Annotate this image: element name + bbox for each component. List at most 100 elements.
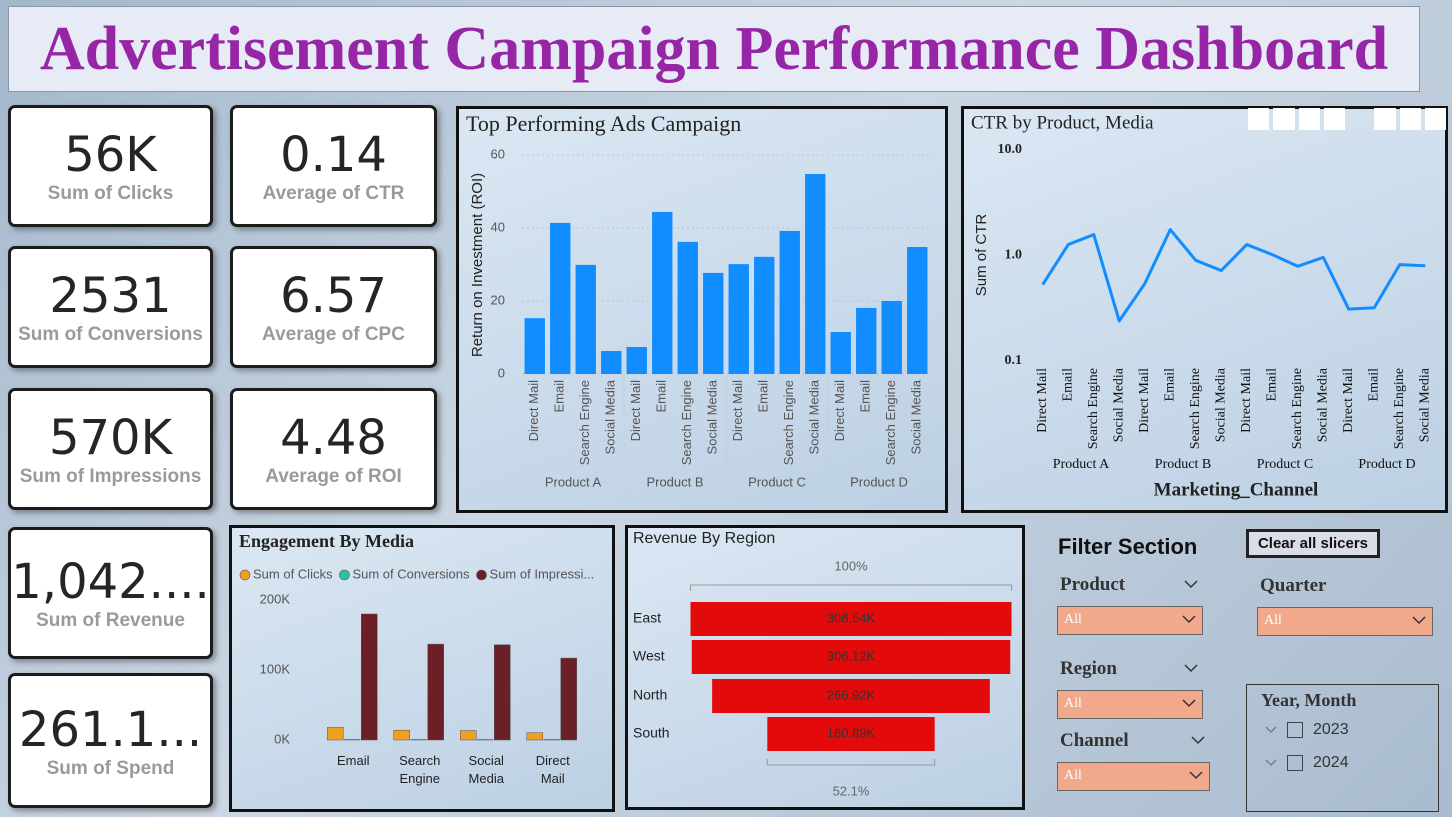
- funnel-bar: [767, 717, 935, 751]
- chevron[interactable]: [1190, 734, 1206, 746]
- expand-chevron[interactable]: [1265, 758, 1277, 768]
- chevron: [1189, 771, 1203, 780]
- x-tick-label: Search Engine: [1392, 368, 1407, 449]
- x-tick-label: Direct Mail: [1137, 368, 1152, 433]
- date-item[interactable]: 2024: [1265, 754, 1349, 772]
- bar: [575, 264, 596, 374]
- dropdown[interactable]: All: [1057, 762, 1210, 791]
- kpi-card: 56K Sum of Clicks: [8, 105, 213, 227]
- x-tick-label: Search Engine: [1290, 368, 1305, 449]
- funnel-bracket: [766, 759, 936, 766]
- slicer-label: Region: [1060, 658, 1117, 679]
- x-tick-label: Search Engine: [679, 380, 694, 465]
- funnel-bar: [712, 679, 990, 713]
- date-slicer: Year, Month 2023 2024: [1246, 684, 1439, 812]
- y-tick-label: 1.0: [1005, 248, 1023, 263]
- chart: CTR by Product, Media 0.1 1.0 10.0 Sum of CT…: [971, 112, 1432, 500]
- x-tick-label: Social Media: [807, 379, 822, 454]
- kpi-card: 6.57 Average of CPC: [230, 246, 437, 368]
- bar: [754, 256, 775, 374]
- bar: [779, 230, 800, 374]
- toolbar-button[interactable]: [1374, 108, 1396, 130]
- x-tick-label: Email: [552, 380, 567, 413]
- dropdown[interactable]: All: [1057, 606, 1203, 635]
- legend-marker: [339, 569, 350, 581]
- kpi-card: 4.48 Average of ROI: [230, 388, 437, 510]
- kpi-value: 570K: [48, 410, 173, 466]
- x-tick-label: Email: [337, 753, 370, 768]
- y-tick-label: 200K: [260, 591, 291, 606]
- date-item[interactable]: 2023: [1265, 721, 1349, 739]
- x-tick-label: Direct Mail: [526, 380, 541, 442]
- bar: [560, 657, 577, 741]
- funnel-bar: [690, 602, 1012, 636]
- x-tick-label: Email: [858, 380, 873, 413]
- chevron: [1182, 699, 1196, 708]
- bar: [830, 332, 851, 374]
- bar: [601, 351, 622, 374]
- kpi-value: 2531: [49, 268, 172, 324]
- x-tick-label: Social Media: [1417, 367, 1432, 442]
- kpi-card: 261.1... Sum of Spend: [8, 673, 213, 808]
- bar: [427, 643, 444, 741]
- x-tick-label: Direct Mail: [730, 380, 745, 442]
- y-axis-label: Return on Investment (ROI): [469, 173, 486, 357]
- filter-title: Filter Section: [1058, 534, 1198, 559]
- bar: [526, 732, 543, 741]
- checkbox[interactable]: [1287, 722, 1303, 738]
- chevron: [1182, 615, 1196, 624]
- kpi-label: Sum of Spend: [46, 757, 175, 779]
- bar: [460, 730, 477, 741]
- group-label: Product D: [850, 474, 908, 489]
- toolbar-button[interactable]: [1298, 108, 1320, 130]
- chevron[interactable]: [1183, 662, 1199, 674]
- group-label: Product B: [1155, 457, 1211, 472]
- x-tick-label: Direct Mail: [1239, 368, 1254, 433]
- toolbar-button[interactable]: [1323, 108, 1345, 130]
- x-tick-label: Social Media: [705, 379, 720, 454]
- chart: Revenue By Region 100% East 308.54K West 306.…: [633, 530, 1012, 798]
- toolbar-button[interactable]: [1424, 108, 1446, 130]
- x-tick-label: Email: [1060, 368, 1075, 402]
- toolbar-button[interactable]: [1248, 108, 1270, 130]
- chart-title: Top Performing Ads Campaign: [466, 111, 741, 136]
- x-tick-label: Email: [1366, 368, 1381, 402]
- slicer-label: Year, Month: [1261, 690, 1357, 710]
- bar: [393, 729, 410, 741]
- y-tick-label: 100K: [260, 661, 291, 676]
- expand-chevron[interactable]: [1265, 725, 1277, 735]
- kpi-label: Average of CTR: [262, 183, 405, 204]
- group-label: Product B: [646, 474, 703, 489]
- kpi-value: 261.1...: [18, 701, 203, 758]
- kpi-value: 4.48: [280, 410, 387, 466]
- category-label: South: [633, 725, 670, 741]
- kpi-value: 6.57: [280, 268, 387, 324]
- toolbar-button[interactable]: [1273, 108, 1295, 130]
- x-tick-label: Email: [756, 380, 771, 413]
- group-label: Product A: [545, 474, 602, 489]
- group-label: Product D: [1358, 457, 1415, 472]
- bar: [494, 644, 511, 741]
- dropdown[interactable]: All: [1057, 690, 1203, 719]
- clear-button[interactable]: Clear all slicers: [1246, 529, 1380, 558]
- kpi-card: 1,042.... Sum of Revenue: [8, 527, 213, 659]
- checkbox[interactable]: [1287, 755, 1303, 771]
- x-tick-label: Search Engine: [781, 380, 796, 465]
- group-label: Product A: [1053, 457, 1110, 472]
- chart-title: Engagement By Media: [239, 531, 414, 551]
- bar: [907, 246, 928, 374]
- legend-label: Sum of Conversions: [352, 566, 470, 581]
- x-tick-label: Email: [1162, 368, 1177, 402]
- x-tick-label: Search Engine: [399, 753, 440, 786]
- toolbar-button[interactable]: [1399, 108, 1421, 130]
- kpi-card: 0.14 Average of CTR: [230, 105, 437, 227]
- chevron[interactable]: [1183, 578, 1199, 590]
- dropdown-value: All: [1064, 612, 1082, 627]
- dropdown[interactable]: All: [1257, 607, 1433, 636]
- kpi-card: 2531 Sum of Conversions: [8, 246, 213, 368]
- x-tick-label: Email: [1264, 368, 1279, 402]
- kpi-card: 570K Sum of Impressions: [8, 388, 213, 510]
- value-label: 266.92K: [827, 687, 876, 702]
- x-tick-label: Social Media: [469, 753, 505, 786]
